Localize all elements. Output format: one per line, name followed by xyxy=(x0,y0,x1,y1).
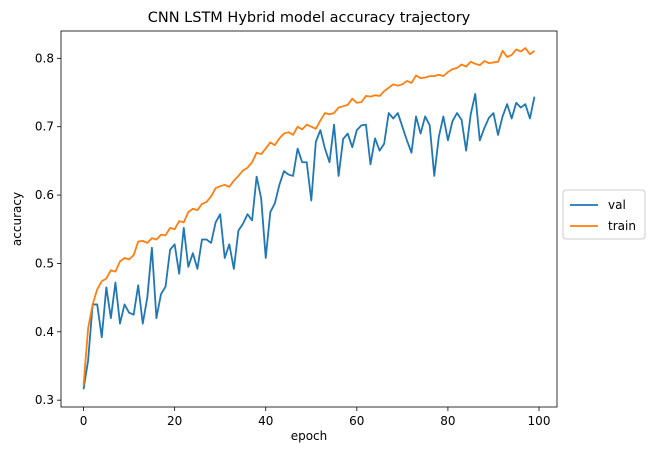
y-tick-label: 0.7 xyxy=(35,120,54,134)
x-tick-label: 40 xyxy=(258,414,273,428)
y-axis-ticks: 0.3 0.4 0.5 0.6 0.7 0.8 xyxy=(35,51,61,407)
plot-lines xyxy=(82,47,536,390)
series-line-train xyxy=(82,47,535,386)
x-tick-label: 0 xyxy=(80,414,88,428)
legend: val train xyxy=(562,189,646,240)
x-tick-label: 60 xyxy=(349,414,364,428)
chart-title: CNN LSTM Hybrid model accuracy trajector… xyxy=(148,10,471,26)
x-axis-ticks: 0 20 40 60 80 100 xyxy=(80,407,551,428)
x-tick-label: 100 xyxy=(528,414,551,428)
series-line-val xyxy=(82,92,536,390)
plot-frame xyxy=(60,30,558,408)
x-tick-label: 80 xyxy=(440,414,455,428)
y-axis-label: accuracy xyxy=(10,192,24,246)
x-tick-label: 20 xyxy=(167,414,182,428)
x-axis-label: epoch xyxy=(291,429,328,443)
y-tick-label: 0.5 xyxy=(35,256,54,270)
legend-label-val: val xyxy=(608,198,626,212)
y-tick-label: 0.6 xyxy=(35,188,54,202)
y-tick-label: 0.8 xyxy=(35,51,54,65)
y-tick-label: 0.4 xyxy=(35,325,54,339)
y-tick-label: 0.3 xyxy=(35,393,54,407)
legend-label-train: train xyxy=(608,219,636,233)
